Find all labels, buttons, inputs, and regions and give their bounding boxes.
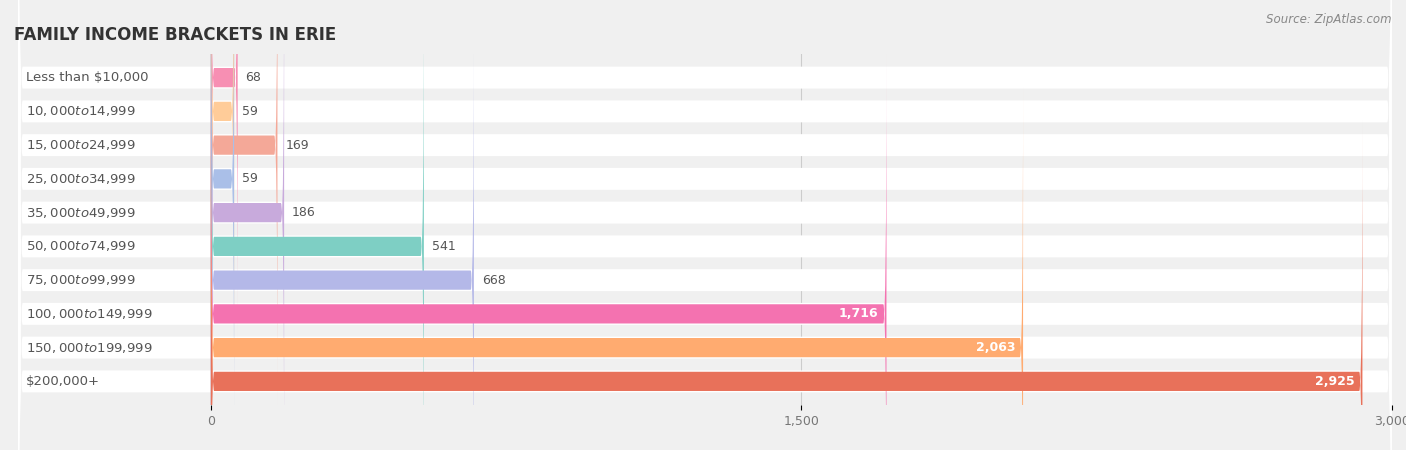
Text: 668: 668 (482, 274, 506, 287)
Text: 2,063: 2,063 (976, 341, 1015, 354)
Text: $35,000 to $49,999: $35,000 to $49,999 (25, 206, 135, 220)
Text: 59: 59 (242, 172, 257, 185)
Text: 68: 68 (246, 71, 262, 84)
Text: $75,000 to $99,999: $75,000 to $99,999 (25, 273, 135, 287)
Text: $10,000 to $14,999: $10,000 to $14,999 (25, 104, 135, 118)
Text: FAMILY INCOME BRACKETS IN ERIE: FAMILY INCOME BRACKETS IN ERIE (14, 26, 336, 44)
Text: 59: 59 (242, 105, 257, 118)
FancyBboxPatch shape (18, 0, 1392, 450)
Text: 2,925: 2,925 (1315, 375, 1354, 388)
FancyBboxPatch shape (18, 0, 1392, 450)
FancyBboxPatch shape (18, 0, 1392, 450)
FancyBboxPatch shape (211, 0, 235, 439)
FancyBboxPatch shape (211, 54, 886, 450)
FancyBboxPatch shape (211, 20, 474, 450)
Text: 186: 186 (292, 206, 316, 219)
FancyBboxPatch shape (211, 0, 277, 405)
Text: 541: 541 (432, 240, 456, 253)
FancyBboxPatch shape (211, 0, 423, 450)
FancyBboxPatch shape (211, 121, 1362, 450)
Text: $100,000 to $149,999: $100,000 to $149,999 (25, 307, 152, 321)
FancyBboxPatch shape (211, 0, 284, 450)
FancyBboxPatch shape (18, 0, 1392, 450)
Text: Source: ZipAtlas.com: Source: ZipAtlas.com (1267, 14, 1392, 27)
FancyBboxPatch shape (211, 0, 235, 372)
FancyBboxPatch shape (18, 0, 1392, 450)
Text: 169: 169 (285, 139, 309, 152)
Text: $200,000+: $200,000+ (25, 375, 100, 388)
FancyBboxPatch shape (211, 0, 238, 338)
Text: $50,000 to $74,999: $50,000 to $74,999 (25, 239, 135, 253)
Text: 1,716: 1,716 (839, 307, 879, 320)
FancyBboxPatch shape (18, 0, 1392, 450)
Text: $25,000 to $34,999: $25,000 to $34,999 (25, 172, 135, 186)
FancyBboxPatch shape (18, 0, 1392, 450)
FancyBboxPatch shape (18, 0, 1392, 450)
FancyBboxPatch shape (18, 0, 1392, 450)
Text: $150,000 to $199,999: $150,000 to $199,999 (25, 341, 152, 355)
FancyBboxPatch shape (18, 0, 1392, 450)
FancyBboxPatch shape (211, 87, 1024, 450)
Text: Less than $10,000: Less than $10,000 (25, 71, 149, 84)
Text: $15,000 to $24,999: $15,000 to $24,999 (25, 138, 135, 152)
